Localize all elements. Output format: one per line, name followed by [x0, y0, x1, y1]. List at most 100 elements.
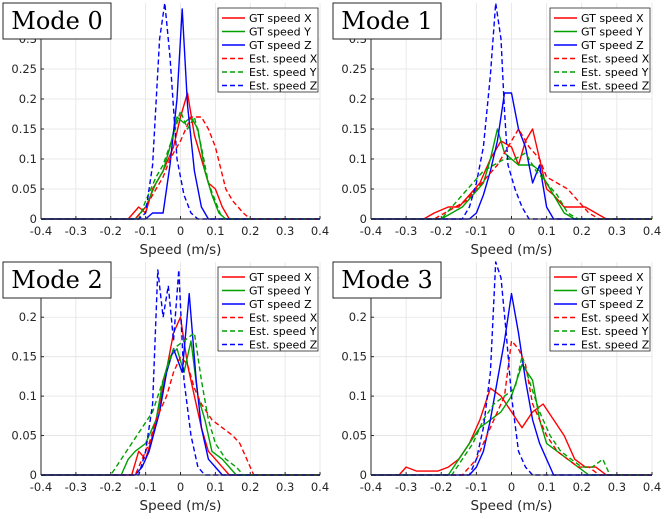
y-tick-label: 0.05	[11, 429, 37, 443]
y-tick-label: 0.25	[341, 62, 367, 76]
y-tick-label: 0	[360, 212, 367, 226]
y-tick-label: 0.1	[349, 152, 367, 166]
series-line-2	[41, 8, 320, 220]
y-tick-label: 0.1	[19, 152, 37, 166]
series-line-1	[371, 128, 652, 220]
series-line-5	[371, 261, 652, 476]
y-tick-label: 0.05	[341, 182, 367, 196]
series-line-2	[371, 92, 652, 220]
y-tick-label: 0	[30, 468, 37, 482]
series-line-2	[41, 292, 320, 476]
x-tick-label: -0.1	[465, 224, 487, 238]
legend-label: Est. speed Y	[249, 325, 317, 338]
x-tick-label: 0.4	[311, 480, 329, 494]
x-tick-label: 0.3	[608, 224, 626, 238]
mode-title: Mode 3	[341, 266, 433, 294]
legend-label: GT speed X	[581, 12, 644, 25]
legend-label: GT speed Y	[249, 26, 311, 39]
y-tick-label: 0.15	[11, 122, 37, 136]
legend-label: GT speed X	[249, 12, 312, 25]
legend-label: Est. speed Y	[581, 325, 649, 338]
y-tick-label: 0	[360, 468, 367, 482]
series-line-1	[41, 340, 320, 476]
series-line-5	[371, 2, 652, 220]
x-tick-label: 0.4	[311, 224, 329, 238]
series-line-3	[41, 116, 320, 220]
x-tick-label: 0	[508, 480, 515, 494]
mode-title: Mode 1	[341, 7, 433, 35]
panel-3: -0.4 -0.3 -0.2 -0.1 0 0.1 0.2 0.3 0.4 0 0.05 0.1 0.1…	[332, 261, 661, 514]
x-tick-label: -0.2	[430, 480, 452, 494]
y-tick-label: 0.15	[11, 350, 37, 364]
panel-0: -0.4 -0.3 -0.2 -0.1 0 0.1 0.2 0.3 0.4 0 0.05 0.1 0.1…	[2, 2, 329, 258]
legend-box	[217, 266, 319, 352]
y-tick-label: 0.2	[19, 310, 37, 324]
series-line-4	[371, 152, 652, 220]
y-tick-label: 0.2	[19, 92, 37, 106]
x-tick-label: 0.2	[241, 480, 259, 494]
x-axis-label: Speed (m/s)	[140, 498, 222, 514]
x-tick-label: -0.1	[134, 480, 156, 494]
x-tick-label: -0.3	[395, 224, 417, 238]
legend-box	[549, 266, 651, 352]
series-line-3	[41, 356, 320, 476]
series-line-1	[41, 116, 320, 220]
legend-label: Est. speed X	[249, 312, 318, 325]
legend-label: Est. speed X	[581, 53, 650, 66]
x-tick-label: 0.4	[643, 224, 661, 238]
mode-title-box	[332, 261, 442, 299]
series-line-0	[371, 128, 652, 220]
x-tick-label: 0.1	[206, 480, 224, 494]
x-tick-label: -0.3	[395, 480, 417, 494]
x-tick-label: -0.2	[100, 480, 122, 494]
legend-label: GT speed X	[249, 271, 312, 284]
mode-title: Mode 2	[11, 266, 103, 294]
y-tick-label: 0.1	[19, 389, 37, 403]
x-tick-label: 0	[177, 480, 184, 494]
x-tick-label: -0.3	[65, 224, 87, 238]
x-tick-label: 0.3	[276, 224, 294, 238]
x-tick-label: 0.1	[537, 224, 555, 238]
legend-label: Est. speed X	[581, 312, 650, 325]
mode-title-box	[332, 2, 442, 40]
x-tick-label: 0.1	[206, 224, 224, 238]
legend-label: GT speed Y	[581, 285, 643, 298]
y-tick-label: 0.1	[349, 389, 367, 403]
legend-label: Est. speed Y	[581, 66, 649, 79]
series-line-4	[41, 332, 320, 476]
x-tick-label: 0.2	[573, 480, 591, 494]
x-tick-label: -0.4	[360, 224, 382, 238]
x-tick-label: -0.3	[65, 480, 87, 494]
legend-label: Est. speed Z	[249, 80, 318, 93]
x-tick-label: -0.4	[30, 480, 52, 494]
x-tick-label: 0	[508, 224, 515, 238]
series-line-5	[41, 269, 320, 476]
x-tick-label: 0	[177, 224, 184, 238]
y-tick-label: 0.15	[341, 122, 367, 136]
x-tick-label: 0.3	[608, 480, 626, 494]
x-axis-label: Speed (m/s)	[471, 242, 553, 258]
legend-label: Est. speed Y	[249, 66, 317, 79]
y-tick-label: 0.05	[11, 182, 37, 196]
series-line-4	[371, 356, 652, 476]
x-tick-label: 0.2	[241, 224, 259, 238]
legend-box	[217, 7, 319, 93]
x-tick-label: -0.2	[100, 224, 122, 238]
x-tick-label: -0.2	[430, 224, 452, 238]
panel-2: -0.4 -0.3 -0.2 -0.1 0 0.1 0.2 0.3 0.4 0 0.05 0.1 0.1…	[2, 261, 329, 514]
legend-label: GT speed Z	[249, 39, 312, 52]
x-tick-label: -0.1	[134, 224, 156, 238]
series-line-0	[371, 387, 652, 476]
mode-title-box	[2, 261, 112, 299]
x-tick-label: -0.1	[465, 480, 487, 494]
mode-title: Mode 0	[11, 7, 103, 35]
x-tick-label: -0.4	[360, 480, 382, 494]
x-tick-label: 0.1	[537, 480, 555, 494]
y-tick-label: 0.2	[349, 92, 367, 106]
legend-label: Est. speed Z	[581, 80, 650, 93]
legend-box	[549, 7, 651, 93]
legend-label: Est. speed Z	[249, 339, 318, 352]
series-line-5	[41, 2, 320, 220]
legend-label: GT speed X	[581, 271, 644, 284]
